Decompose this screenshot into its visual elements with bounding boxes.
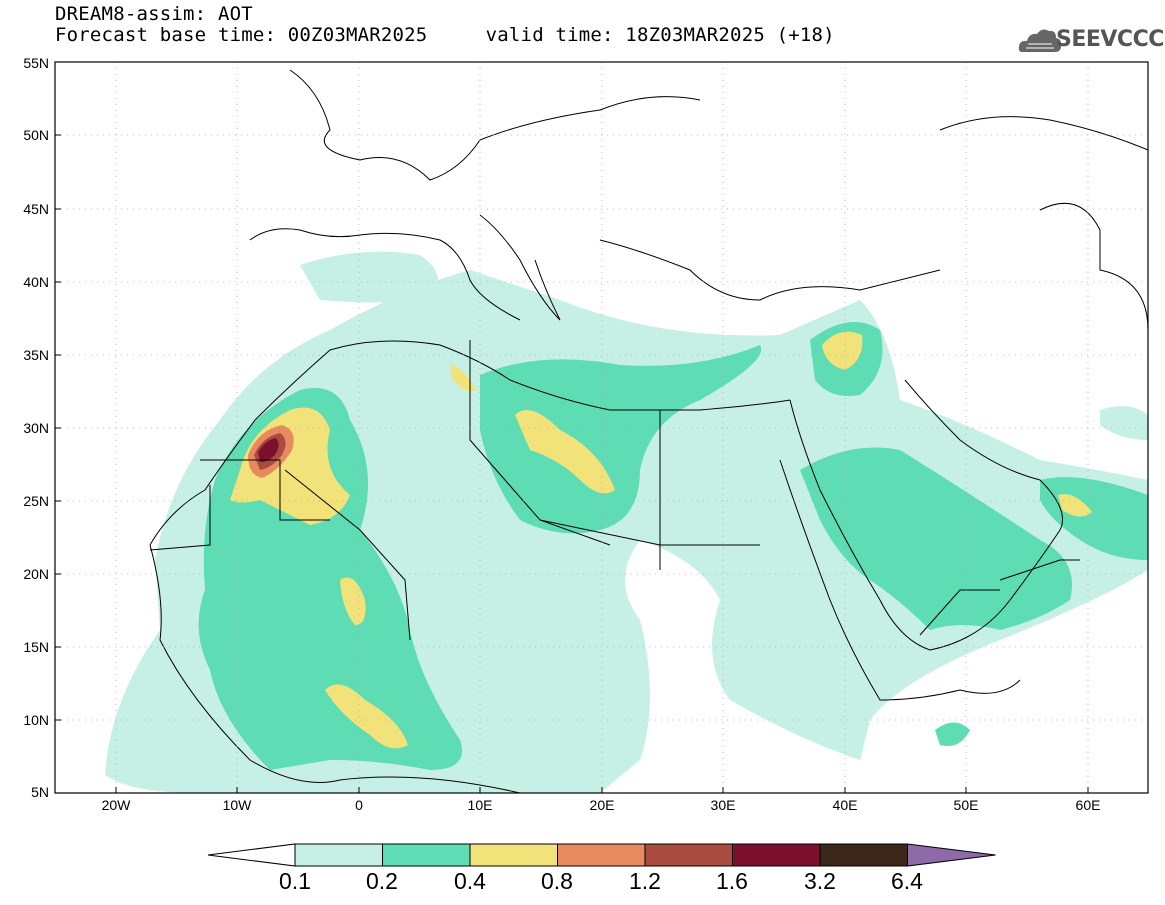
colorbar-swatch <box>644 843 733 867</box>
colorbar-swatch <box>819 843 908 867</box>
lon-tick-label: 40E <box>832 797 858 813</box>
colorbar-label: 0.8 <box>541 868 573 894</box>
colorbar-swatch <box>382 843 471 867</box>
colorbar-swatch <box>469 843 558 867</box>
lon-tick-label: 10W <box>222 797 252 813</box>
colorbar-over-triangle <box>907 843 996 867</box>
map-title: DREAM8-assim: AOT <box>55 3 253 25</box>
aot-band-0-2-horn <box>935 722 970 746</box>
aot-band-0-1-east <box>1100 406 1148 440</box>
lat-tick-label: 30N <box>23 420 49 436</box>
lon-tick-label: 20W <box>101 797 131 813</box>
aot-band-0-4-nigeria <box>325 684 408 749</box>
aot-band-0-4-oman <box>1058 494 1092 517</box>
aot-band-0-1-north <box>300 251 438 303</box>
lat-tick-label: 10N <box>23 712 49 728</box>
aot-band-0-2-central <box>480 345 762 534</box>
lat-tick-label: 35N <box>23 347 49 363</box>
colorbar-label: 1.6 <box>716 868 748 894</box>
colorbar-label: 1.2 <box>629 868 661 894</box>
aot-band-0-2-arabia <box>800 447 1072 630</box>
lon-tick-label: 20E <box>589 797 615 813</box>
colorbar-swatch <box>294 843 383 867</box>
lon-tick-label: 10E <box>467 797 493 813</box>
colorbar-label: 6.4 <box>891 868 923 894</box>
lat-tick-label: 15N <box>23 639 49 655</box>
forecast-time-subtitle: Forecast base time: 00Z03MAR2025 valid t… <box>55 24 835 46</box>
lat-tick-label: 5N <box>31 784 49 800</box>
colorbar-swatch <box>557 843 646 867</box>
colorbar-label: 3.2 <box>804 868 836 894</box>
lat-tick-label: 40N <box>23 274 49 290</box>
lat-tick-label: 45N <box>23 201 49 217</box>
lat-tick-label: 25N <box>23 493 49 509</box>
lon-tick-label: 0 <box>355 797 363 813</box>
cloud-logo-icon <box>1018 29 1062 52</box>
colorbar-label: 0.2 <box>366 868 398 894</box>
aot-band-0-4-mali <box>340 577 366 625</box>
lat-tick-label: 50N <box>23 127 49 143</box>
lon-tick-label: 30E <box>710 797 736 813</box>
colorbar-label: 0.4 <box>454 868 486 894</box>
logo-text: SEEVCCC <box>1056 27 1164 52</box>
lon-tick-label: 50E <box>953 797 979 813</box>
lat-tick-label: 20N <box>23 566 49 582</box>
graticule <box>55 62 1148 793</box>
colorbar-label: 0.1 <box>279 868 311 894</box>
coastlines <box>149 69 1148 793</box>
aot-band-0-4-syria <box>822 331 863 370</box>
colorbar-under-triangle <box>207 843 296 867</box>
lon-tick-label: 60E <box>1075 797 1101 813</box>
aot-band-0-4-libya <box>515 410 615 494</box>
colorbar-swatch <box>732 843 821 867</box>
lat-tick-label: 55N <box>23 55 49 71</box>
aot-band-1-6 <box>258 438 279 463</box>
